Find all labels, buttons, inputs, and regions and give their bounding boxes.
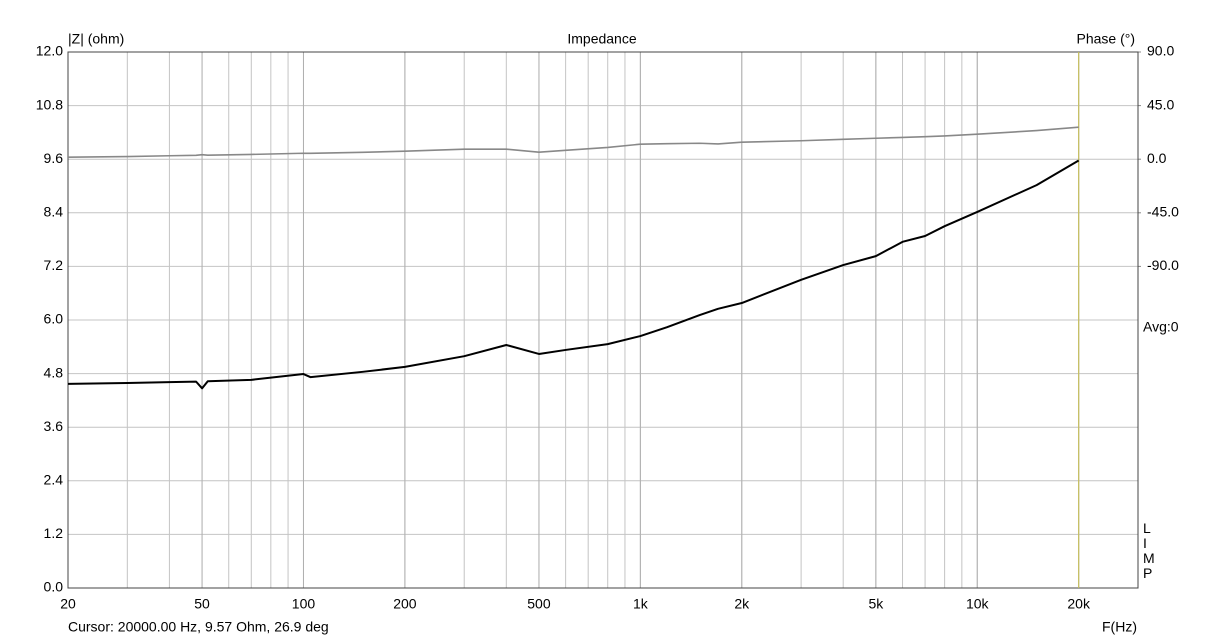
y2-tick-label: 45.0	[1147, 96, 1174, 112]
series-line	[67, 159, 1080, 390]
y-tick-label: 10.8	[36, 96, 63, 112]
x-tick-label: 20	[60, 596, 76, 612]
y2-tick-label: 0.0	[1147, 150, 1167, 166]
cursor-readout: Cursor: 20000.00 Hz, 9.57 Ohm, 26.9 deg	[68, 619, 329, 635]
y-axis-label: |Z| (ohm)	[68, 31, 124, 47]
chart-title: Impedance	[567, 31, 636, 47]
y-tick-label: 6.0	[44, 311, 64, 327]
y-tick-label: 4.8	[44, 364, 64, 380]
y-tick-label: 2.4	[44, 472, 64, 488]
x-tick-label: 20k	[1067, 596, 1091, 612]
x-tick-label: 10k	[966, 596, 990, 612]
x-tick-label: 2k	[734, 596, 750, 612]
y-tick-label: 7.2	[44, 257, 64, 273]
series-line	[67, 126, 1079, 158]
y2-tick-label: -90.0	[1147, 257, 1179, 273]
avg-label: Avg:0	[1143, 319, 1179, 335]
y-tick-label: 12.0	[36, 43, 63, 59]
y-tick-label: 1.2	[44, 525, 64, 541]
plot-frame	[67, 51, 1139, 589]
y2-tick-label: 90.0	[1147, 43, 1174, 59]
y2-axis-label: Phase (°)	[1076, 31, 1135, 47]
y-tick-label: 8.4	[44, 204, 64, 220]
x-tick-label: 1k	[633, 596, 649, 612]
x-tick-label: 100	[292, 596, 316, 612]
y-tick-label: 3.6	[44, 418, 64, 434]
y2-tick-label: -45.0	[1147, 204, 1179, 220]
x-tick-label: 5k	[868, 596, 884, 612]
x-tick-label: 200	[393, 596, 417, 612]
x-tick-label: 500	[527, 596, 551, 612]
y-tick-label: 9.6	[44, 150, 64, 166]
y-tick-label: 0.0	[44, 579, 64, 595]
x-axis-label: F(Hz)	[1102, 619, 1137, 635]
x-tick-label: 50	[194, 596, 210, 612]
